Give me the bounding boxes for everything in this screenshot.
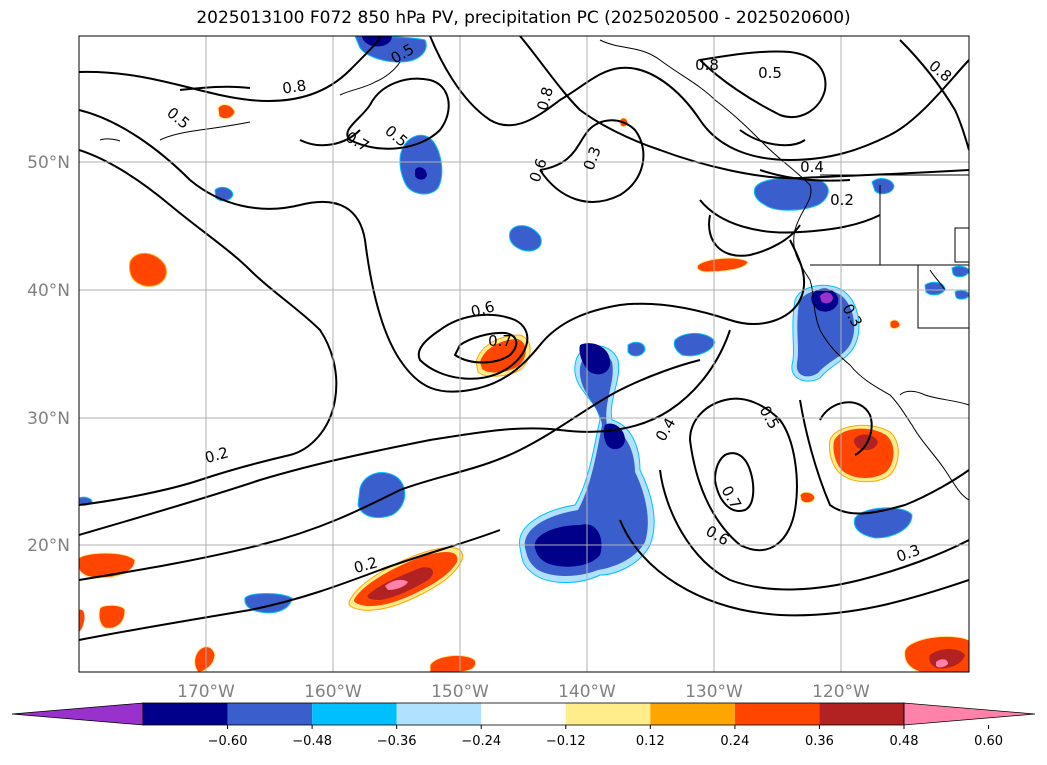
colorbar xyxy=(11,702,1036,726)
lon-axis: 170°W 160°W 150°W 140°W 130°W 120°W xyxy=(177,682,870,702)
precip-pos-blob xyxy=(833,428,894,478)
pv-contours xyxy=(79,36,969,641)
contour-label: 0.7 xyxy=(488,332,512,350)
precip-neg-core xyxy=(415,167,427,180)
precip-neg-blob xyxy=(796,289,855,377)
precip-neg-blob xyxy=(357,472,406,518)
precip-pos-blob xyxy=(696,257,749,273)
contour-label: 0.2 xyxy=(203,443,231,467)
lat-label-30n: 30°N xyxy=(27,409,70,429)
lat-label-20n: 20°N xyxy=(27,536,70,556)
colorbar-segment xyxy=(143,703,228,725)
precip-neg-blob xyxy=(509,225,542,252)
contour-label: 0.4 xyxy=(800,158,824,176)
precip-neg-blob xyxy=(951,265,969,278)
colorbar-extend-max xyxy=(903,702,1036,726)
contour-label: 0.8 xyxy=(281,76,307,97)
contour-label: 0.2 xyxy=(830,191,854,209)
precip-neg-blob xyxy=(214,186,234,202)
precip-neg-blob xyxy=(924,281,946,296)
precip-neg-blob xyxy=(524,351,648,576)
colorbar-segment xyxy=(481,703,566,725)
gridlines xyxy=(79,36,969,672)
precip-neg-blob xyxy=(954,289,969,300)
precip-pos-blob xyxy=(79,552,136,579)
precip-pos-core xyxy=(936,659,948,668)
colorbar-tick-label: 0.12 xyxy=(636,734,665,749)
map-frame xyxy=(78,35,970,673)
colorbar-tick-label: −0.12 xyxy=(546,734,586,749)
precip-neg-blob xyxy=(399,134,443,195)
precip-pos-blob xyxy=(799,491,816,504)
precip-pos-blob xyxy=(79,609,85,632)
precip-pos-blob xyxy=(889,319,901,330)
lon-label-160w: 160°W xyxy=(304,682,362,702)
precip-neg-core xyxy=(820,292,833,304)
colorbar-segment xyxy=(227,703,313,725)
map-title: 2025013100 F072 850 hPa PV, precipitatio… xyxy=(196,8,851,28)
colorbar-segment xyxy=(396,703,482,725)
colorbar-segment xyxy=(734,703,820,725)
lat-label-50n: 50°N xyxy=(27,153,70,173)
precip-pos-blob xyxy=(194,646,216,672)
colorbar-segment xyxy=(650,703,735,725)
colorbar-segment xyxy=(819,703,904,725)
precip-pos-core xyxy=(854,434,878,450)
colorbar-tick-label: −0.60 xyxy=(208,734,248,749)
lon-label-170w: 170°W xyxy=(177,682,235,702)
precip-neg-blob xyxy=(673,333,716,357)
colorbar-tick-label: −0.24 xyxy=(461,734,501,749)
precip-neg-blob xyxy=(871,178,895,195)
precip-pos-blob xyxy=(129,252,167,287)
colorbar-segment xyxy=(565,703,651,725)
precip-pos-blob xyxy=(98,604,126,629)
contour-label: 0.5 xyxy=(758,64,782,82)
precip-pos-core xyxy=(385,579,408,590)
colorbar-extend-min xyxy=(11,702,144,726)
contour-label: 0.8 xyxy=(695,56,719,74)
colorbar-tick-label: 0.48 xyxy=(890,734,919,749)
colorbar-tick-label: 0.24 xyxy=(720,734,749,749)
colorbar-frame xyxy=(142,702,905,726)
colorbar-tick-label: 0.36 xyxy=(805,734,834,749)
coastlines xyxy=(99,39,969,501)
lon-label-140w: 140°W xyxy=(558,682,616,702)
lat-axis: 50°N 40°N 30°N 20°N xyxy=(27,153,70,556)
colorbar-tick-label: −0.36 xyxy=(377,734,417,749)
precip-neg-blob xyxy=(627,341,646,357)
colorbar-ticks: −0.60 −0.48 −0.36 −0.24 −0.12 0.12 0.24 0.36 0.4… xyxy=(208,725,1003,749)
precip-neg-blob xyxy=(853,507,913,539)
contour-label: 0.2 xyxy=(352,553,380,577)
colorbar-tick-label: 0.60 xyxy=(974,734,1003,749)
precip-neg-blob xyxy=(753,177,829,211)
colorbar-segment xyxy=(312,703,397,725)
contour-label: 0.6 xyxy=(469,297,497,321)
lat-label-40n: 40°N xyxy=(27,281,70,301)
colorbar-tick-label: −0.48 xyxy=(292,734,332,749)
lon-label-130w: 130°W xyxy=(685,682,743,702)
lon-label-120w: 120°W xyxy=(812,682,870,702)
lon-label-150w: 150°W xyxy=(431,682,489,702)
contour-label: 0.8 xyxy=(533,85,557,113)
precip-pos-blob xyxy=(217,104,236,120)
